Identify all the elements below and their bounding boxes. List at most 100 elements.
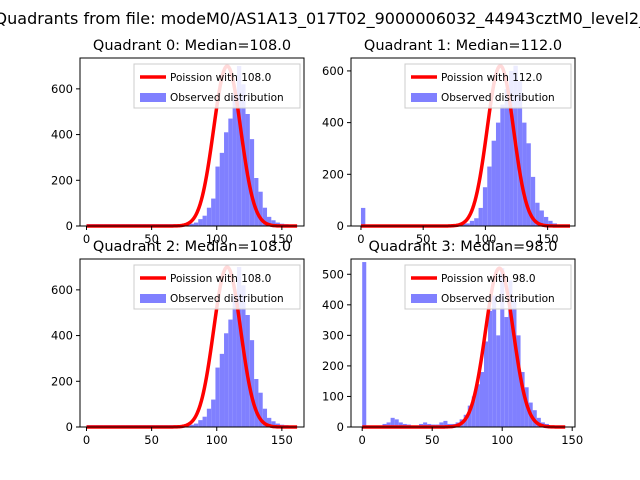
histogram-bar (271, 421, 276, 427)
y-axis-ticks: 0 100 200 300 400 500 (322, 267, 351, 434)
x-tick-label: 100 (474, 232, 496, 246)
y-tick-label: 200 (51, 374, 73, 388)
histogram-bar (390, 417, 395, 427)
subplot-title: Quadrant 2: Median=108.0 (93, 239, 291, 255)
histogram-bar (465, 223, 470, 226)
histogram-bar (360, 207, 366, 226)
legend: Poission with 98.0 Observed distribution (404, 264, 572, 310)
histogram-bar (500, 268, 505, 427)
histogram-bar (500, 104, 505, 226)
histogram-bar (206, 207, 212, 226)
legend-label-observed: Observed distribution (170, 293, 284, 305)
x-tick-label: 0 (359, 433, 366, 447)
axes-frame (79, 57, 305, 227)
x-axis-ticks: 0 50 100 150 (83, 427, 293, 447)
y-tick-label: 0 (337, 420, 344, 434)
histogram-bar (488, 310, 493, 427)
y-tick-label: 200 (322, 167, 344, 181)
subplot-title: Quadrant 1: Median=112.0 (364, 38, 562, 54)
histogram-bar (262, 207, 268, 226)
histogram-bar (482, 187, 488, 226)
histogram-bar (189, 223, 194, 226)
y-tick-label: 200 (51, 173, 73, 187)
legend-label-poisson: Poission with 98.0 (441, 273, 536, 285)
y-tick-label: 0 (66, 219, 73, 233)
histogram-bar (469, 220, 475, 226)
histogram-bar (548, 220, 553, 226)
histogram-bar (539, 210, 544, 226)
histogram-bar (504, 89, 510, 226)
histogram-bar (423, 422, 428, 427)
x-axis-ticks: 0 50 100 150 (83, 226, 293, 246)
histogram-bar (215, 367, 220, 427)
histogram-bar (474, 218, 479, 226)
y-tick-label: 600 (51, 283, 73, 297)
histogram-bar (249, 340, 255, 427)
legend-patch-swatch (140, 93, 166, 102)
histogram-bar (215, 166, 220, 226)
y-tick-label: 100 (322, 389, 344, 403)
histogram-bar (475, 384, 480, 427)
x-axis-ticks: 0 50 100 150 (357, 226, 559, 246)
y-tick-label: 300 (322, 328, 344, 342)
legend-label-observed: Observed distribution (441, 92, 555, 104)
figure-suptitle: Histograms for Quadrants from file: mode… (0, 9, 640, 29)
histogram-bar (202, 416, 207, 427)
histogram-bar (478, 207, 483, 226)
histogram-bar (496, 335, 501, 427)
histogram-bar (484, 341, 489, 427)
histogram-bar (509, 70, 514, 226)
legend-patch-swatch (411, 93, 437, 102)
subplot-quadrant-3: Quadrant 3: Median=98.0 0 50 100 150 0 100 20… (322, 239, 583, 447)
histogram-bar (491, 140, 496, 226)
x-tick-label: 100 (206, 433, 228, 447)
histogram-bar (267, 216, 272, 226)
histogram-bar (398, 422, 403, 427)
histogram-bar (535, 202, 540, 226)
x-tick-label: 150 (561, 433, 583, 447)
x-tick-label: 50 (144, 232, 159, 246)
histogram-bar (362, 262, 367, 427)
legend-label-poisson: Poission with 108.0 (170, 72, 271, 84)
x-tick-label: 50 (144, 433, 159, 447)
histogram-bar (189, 424, 194, 427)
x-tick-label: 0 (357, 232, 364, 246)
histogram-bar (267, 417, 272, 427)
histogram-bar (512, 298, 517, 427)
legend-label-observed: Observed distribution (170, 92, 284, 104)
legend-patch-swatch (411, 294, 437, 303)
histogram-bar (193, 423, 199, 427)
histogram-bar (394, 419, 399, 427)
y-tick-label: 0 (337, 219, 344, 233)
histogram-bar (461, 223, 466, 226)
histogram-bar (254, 178, 259, 226)
histogram-bar (543, 216, 549, 226)
y-tick-label: 600 (51, 82, 73, 96)
legend-label-poisson: Poission with 108.0 (170, 273, 271, 285)
x-tick-label: 150 (537, 232, 559, 246)
y-tick-label: 200 (322, 359, 344, 373)
axes-frame (350, 258, 576, 428)
histogram-bar (516, 335, 521, 427)
histogram-bar (254, 379, 259, 427)
x-tick-label: 0 (83, 433, 90, 447)
y-axis-ticks: 0 200 400 600 (322, 64, 351, 233)
x-tick-label: 50 (425, 433, 440, 447)
histogram-bar (232, 294, 237, 427)
histogram-bar (193, 222, 199, 226)
histogram-bar (228, 118, 233, 226)
y-tick-label: 400 (51, 329, 73, 343)
y-tick-label: 500 (322, 267, 344, 281)
histogram-bar (249, 139, 255, 226)
histogram-bar (271, 220, 276, 226)
histogram-bar (520, 372, 525, 427)
legend-box (133, 264, 301, 310)
histogram-bars (362, 262, 566, 427)
legend: Poission with 108.0 Observed distributio… (133, 264, 301, 310)
legend-label-observed: Observed distribution (441, 293, 555, 305)
y-tick-label: 400 (322, 298, 344, 312)
histogram-bar (224, 132, 229, 226)
x-tick-label: 100 (206, 232, 228, 246)
histogram-bar (495, 122, 501, 226)
